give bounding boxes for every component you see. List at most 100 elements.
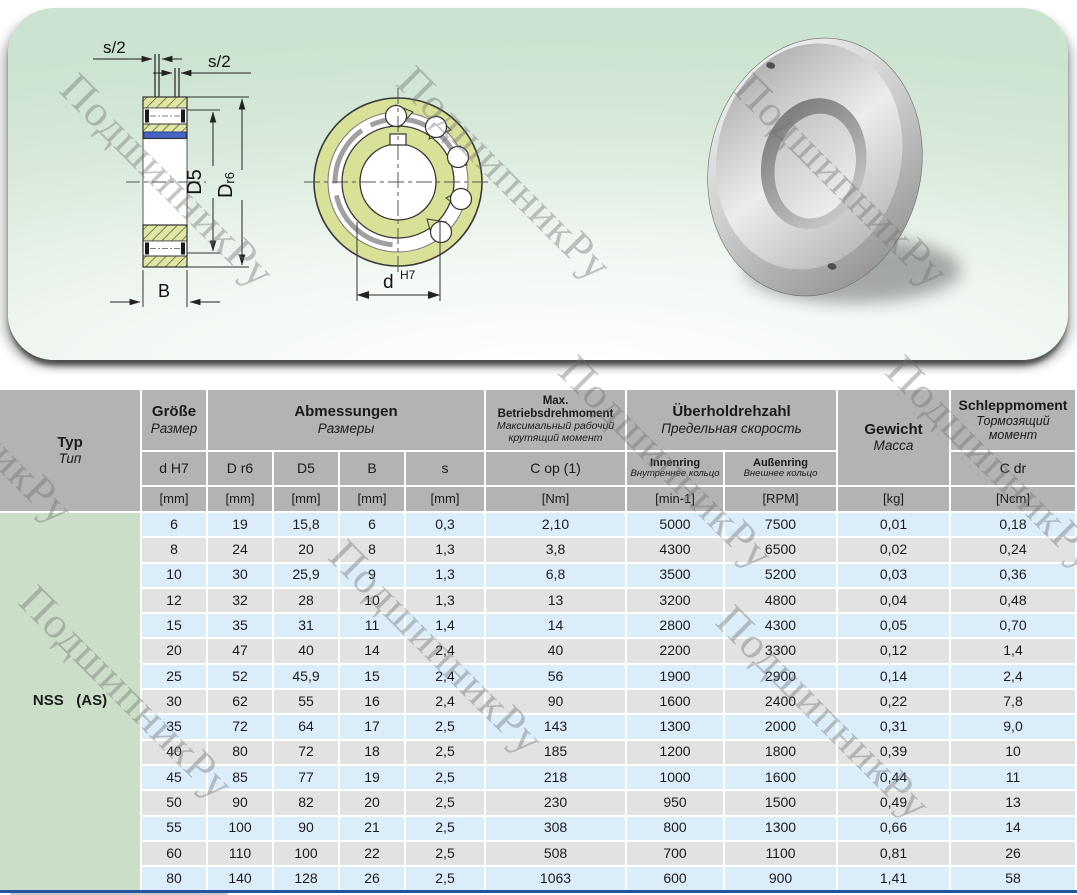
table-cell: 1,41 [838,867,949,891]
table-cell: 308 [486,816,625,840]
dim-label-b: B [158,281,170,301]
bearing-table: Typ Тип Größe Размер Abmessungen Размеры… [0,390,1077,891]
subheader-d-r6: D r6 [208,452,272,485]
col-header-ueberholdrehzahl: Überholdrehzahl Предельная скорость [627,390,836,450]
table-cell: 3300 [725,639,836,663]
table-cell: 80 [142,867,206,891]
col-header-gewicht: Gewicht Масса [838,390,949,485]
table-cell: 14 [340,639,404,663]
table-cell: 0,12 [838,639,949,663]
table-cell: 22 [340,841,404,866]
table-cell: 56 [486,664,625,689]
table-cell: 2,5 [406,765,484,790]
col-header-max-drehmoment: Max. Betriebsdrehmoment Максимальный раб… [486,390,625,450]
table-cell: 26 [951,841,1075,866]
table-cell: 82 [274,791,338,815]
table-cell: 6 [142,513,206,537]
table-cell: 20 [340,791,404,815]
table-cell: 15,8 [274,513,338,537]
table-cell: 25 [142,664,206,689]
table-cell: 2,4 [951,664,1075,689]
table-cell: 21 [340,816,404,840]
unit-ncm: [Ncm] [951,487,1075,511]
table-cell: 85 [208,765,272,790]
table-cell: 4800 [725,588,836,613]
table-cell: 100 [274,841,338,866]
subheader-d5: D5 [274,452,338,485]
table-cell: 0,14 [838,664,949,689]
table-cell: 7,8 [951,690,1075,714]
table-cell: 600 [627,867,723,891]
dim-label-s2-right: s/2 [208,52,231,71]
table-cell: 40 [274,639,338,663]
table-cell: 15 [340,664,404,689]
table-cell: 13 [486,588,625,613]
table-cell: 2,5 [406,841,484,866]
table-cell: 5200 [725,563,836,587]
table-cell: 185 [486,740,625,764]
table-cell: 50 [142,791,206,815]
table-cell: 55 [274,690,338,714]
table-cell: 700 [627,841,723,866]
table-cell: 6 [340,513,404,537]
table-cell: 9 [340,563,404,587]
table-cell: 0,48 [951,588,1075,613]
table-cell: 2,5 [406,740,484,764]
table-cell: 0,3 [406,513,484,537]
bearing-photo [707,37,961,303]
table-cell: 1,3 [406,538,484,562]
table-cell: 20 [142,639,206,663]
col-header-typ: Typ Тип [0,390,140,511]
table-cell: 3,8 [486,538,625,562]
table-cell: 2400 [725,690,836,714]
table-cell: 0,49 [838,791,949,815]
subheader-c-dr: C dr [951,452,1075,485]
table-cell: 2,4 [406,639,484,663]
table-cell: 80 [208,740,272,764]
table-cell: 19 [340,765,404,790]
table-cell: 0,70 [951,614,1075,638]
table-cell: 72 [274,740,338,764]
table-cell: 90 [274,816,338,840]
table-cell: 1100 [725,841,836,866]
table-cell: 9,0 [951,715,1075,739]
subheader-b: B [340,452,404,485]
unit-rpm: [RPM] [725,487,836,511]
table-cell: 0,05 [838,614,949,638]
table-cell: 90 [486,690,625,714]
table-cell: 2,4 [406,664,484,689]
table-cell: 2,5 [406,791,484,815]
table-cell: 40 [142,740,206,764]
table-cell: 6,8 [486,563,625,587]
table-cell: 8 [340,538,404,562]
table-cell: 0,44 [838,765,949,790]
bottom-divider [0,890,1077,893]
table-cell: 230 [486,791,625,815]
table-cell: 143 [486,715,625,739]
table-cell: 2,5 [406,715,484,739]
table-cell: 16 [340,690,404,714]
table-cell: 3500 [627,563,723,587]
col-header-abmessungen: Abmessungen Размеры [208,390,484,450]
table-cell: 0,22 [838,690,949,714]
unit-kg: [kg] [838,487,949,511]
subheader-d-h7: d H7 [142,452,206,485]
table-cell: 0,81 [838,841,949,866]
table-cell: 5000 [627,513,723,537]
table-cell: 0,39 [838,740,949,764]
dim-label-d: d [383,272,394,293]
table-cell: 2900 [725,664,836,689]
table-cell: 18 [340,740,404,764]
table-cell: 1200 [627,740,723,764]
unit-mm: [mm] [208,487,272,511]
table-cell: 10 [340,588,404,613]
table-cell: 2,5 [406,867,484,891]
table-cell: 24 [208,538,272,562]
table-cell: 0,03 [838,563,949,587]
table-cell: 950 [627,791,723,815]
dim-label-d-sup: H7 [400,268,416,282]
table-cell: 30 [142,690,206,714]
table-cell: 52 [208,664,272,689]
table-cell: 0,24 [951,538,1075,562]
table-cell: 28 [274,588,338,613]
